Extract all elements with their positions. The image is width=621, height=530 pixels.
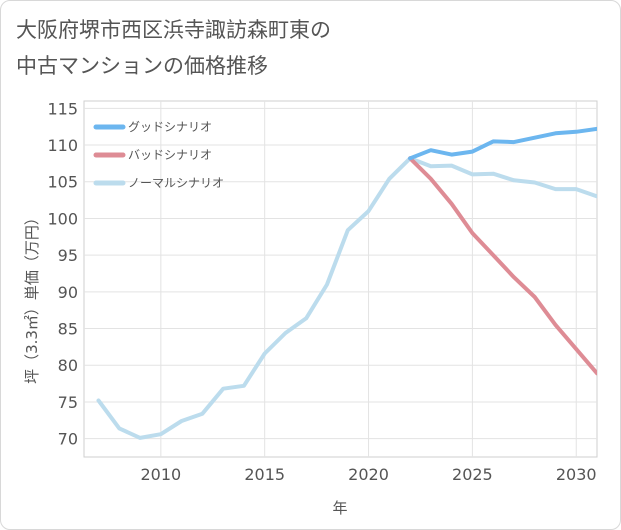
y-tick-label: 115 — [47, 99, 78, 118]
x-axis-ticks: 2010 2015 2020 2025 2030 — [140, 465, 596, 484]
chart-title-line2: 中古マンションの価格推移 — [16, 54, 268, 78]
grid-lines — [84, 101, 597, 457]
plot-area — [83, 100, 598, 458]
x-tick-label: 2015 — [244, 465, 285, 484]
series-lines — [96, 126, 597, 440]
y-axis-label: 坪（3.3㎡）単価（万円） — [23, 210, 41, 384]
y-tick-label: 105 — [47, 173, 78, 192]
x-tick-label: 2025 — [452, 465, 493, 484]
series-line-bad — [408, 156, 597, 376]
series-line-normal — [96, 156, 597, 440]
legend-label-good: グッドシナリオ — [128, 120, 212, 134]
y-tick-label: 75 — [58, 393, 78, 412]
chart-title: 大阪府堺市西区浜寺諏訪森町東の 中古マンションの価格推移 — [16, 12, 331, 84]
y-tick-label: 100 — [47, 209, 78, 228]
legend-label-bad: バッドシナリオ — [128, 148, 212, 162]
y-tick-label: 70 — [58, 430, 78, 449]
y-axis-ticks: 70 75 80 85 90 95 100 105 110 115 — [47, 99, 78, 448]
x-axis-label: 年 — [332, 499, 347, 517]
chart-title-line1: 大阪府堺市西区浜寺諏訪森町東の — [16, 18, 331, 42]
y-tick-label: 110 — [47, 136, 78, 155]
x-tick-label: 2030 — [556, 465, 597, 484]
legend-label-normal: ノーマルシナリオ — [128, 176, 224, 190]
y-tick-label: 85 — [58, 320, 78, 339]
y-tick-label: 80 — [58, 356, 78, 375]
x-tick-label: 2020 — [348, 465, 389, 484]
x-tick-label: 2010 — [140, 465, 181, 484]
y-tick-label: 95 — [58, 246, 78, 265]
series-line-good — [408, 126, 597, 161]
y-tick-label: 90 — [58, 283, 78, 302]
